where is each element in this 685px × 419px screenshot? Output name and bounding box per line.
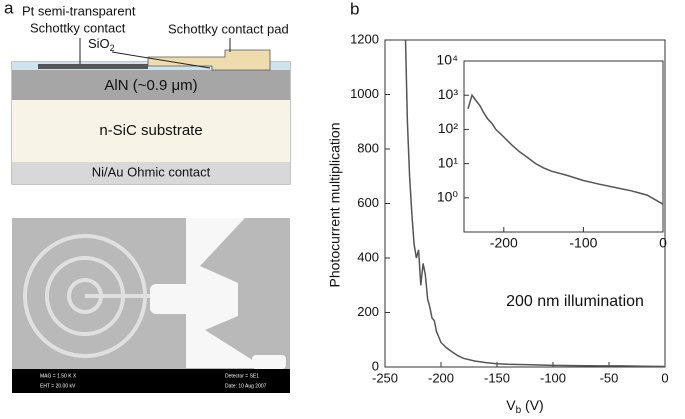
annotation: SiO2 [88,36,115,53]
sem-image [12,218,290,393]
x-tick-label: 0 [659,235,667,251]
y-tick-label: 0 [372,358,379,373]
annotation: Schottky contact [30,20,126,35]
aln-layer [12,70,290,100]
x-tick-label: -200 [428,370,454,385]
y-tick-label: 400 [357,249,379,264]
y-tick-label: 10³ [438,86,459,102]
pointer [111,51,211,69]
layer-label: AlN (~0.9 μm) [104,77,197,94]
x-tick-label: -100 [540,370,566,385]
x-tick-label: -200 [490,235,518,251]
x-tick-label: -100 [569,235,597,251]
y-tick-label: 10⁴ [436,52,458,68]
panel-label: b [350,0,359,18]
plot-frame [384,39,666,368]
sem-info: EHT = 20.00 kV [40,383,76,389]
contact-pad [147,49,271,71]
sem-info: MAG = 1.50 K X [40,373,77,379]
annotation: Schottky contact pad [168,21,289,36]
ohmic-layer [12,162,290,184]
annotation: 200 nm illumination [506,293,644,310]
annotation: Pt semi-transparent [22,3,136,18]
x-axis-label: Vb (V) [506,397,543,416]
y-tick-label: 1200 [350,31,379,46]
substrate-layer [12,100,290,162]
y-tick-label: 800 [357,140,379,155]
y-tick-label: 10⁰ [437,189,459,205]
schematic [11,38,291,185]
data-line [404,40,665,367]
y-axis-label: Photocurrent multiplication [327,123,343,288]
x-tick-label: 0 [661,370,668,385]
y-tick-label: 1000 [350,86,379,101]
panel-label: a [4,0,14,17]
y-tick-label: 600 [357,195,379,210]
y-tick-label: 10² [438,120,459,136]
layer-label: n-SiC substrate [99,122,202,139]
y-tick-label: 10¹ [438,154,459,170]
y-tick-label: 200 [357,304,379,319]
x-tick-label: -50 [600,370,619,385]
sem-info: Detector = SE1 [225,373,259,379]
x-tick-label: -150 [484,370,510,385]
layer-label: Ni/Au Ohmic contact [92,164,211,179]
data-line [467,93,664,205]
sem-info: Date: 10 Aug 2007 [225,383,267,389]
x-tick-label: -250 [372,370,398,385]
plot-frame [463,60,664,233]
pt-contact [38,64,148,69]
